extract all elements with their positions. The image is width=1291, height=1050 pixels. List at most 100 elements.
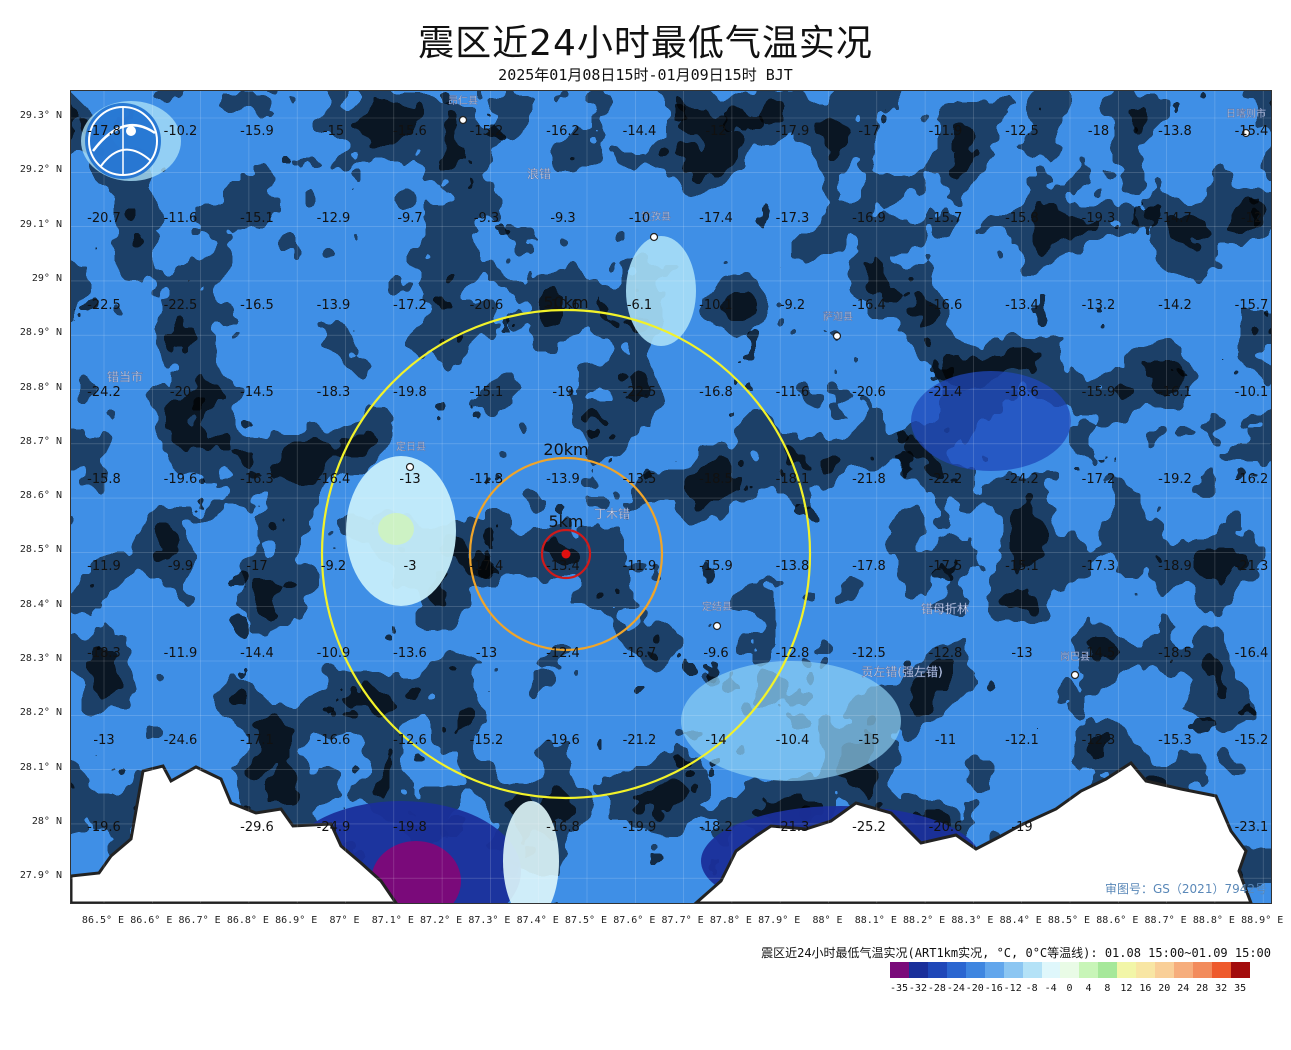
ring-5km bbox=[540, 528, 592, 580]
temp-value: -11.9 bbox=[623, 559, 657, 574]
place-gongzuocuo: 贡左错(强左错) bbox=[861, 664, 942, 679]
temp-value: -11.6 bbox=[776, 385, 810, 400]
temp-value: -17.2 bbox=[393, 298, 427, 313]
warm-spot-2 bbox=[626, 236, 696, 346]
legend-swatch bbox=[1041, 962, 1061, 978]
temp-value: -16.2 bbox=[546, 124, 580, 139]
temp-value: -15.1 bbox=[240, 211, 274, 226]
temp-value: -19.6 bbox=[164, 472, 198, 487]
temp-value: -17 bbox=[246, 559, 267, 574]
temp-value: -12.4 bbox=[546, 646, 580, 661]
temp-value: -16.8 bbox=[699, 385, 733, 400]
map-title: 震区近24小时最低气温实况 bbox=[418, 23, 873, 64]
temp-value: -14.2 bbox=[1158, 298, 1192, 313]
legend-swatch bbox=[1211, 962, 1231, 978]
legend-swatch bbox=[890, 962, 909, 978]
temp-value: -12.8 bbox=[929, 646, 963, 661]
temp-value: -17.2 bbox=[1082, 472, 1116, 487]
legend-tick-label: -12 bbox=[1003, 983, 1022, 994]
marker-sajia bbox=[832, 331, 842, 341]
lat-label: 28.4° N bbox=[19, 598, 62, 610]
lat-label: 29.2° N bbox=[19, 164, 62, 176]
lon-label: 87.5° E bbox=[564, 915, 608, 926]
ring-20km bbox=[468, 456, 664, 652]
legend-tick-label: -24 bbox=[946, 983, 965, 994]
temp-value: -21.2 bbox=[623, 733, 657, 748]
temp-value: -15.2 bbox=[470, 124, 504, 139]
approval-number: 审图号：GS（2021）7942号 bbox=[1105, 881, 1267, 896]
temp-value: -22.5 bbox=[164, 298, 198, 313]
epicenter-marker bbox=[561, 549, 571, 559]
temp-value: -16.4 bbox=[1235, 646, 1269, 661]
temp-value: -10 bbox=[629, 211, 650, 226]
temp-value: -9.9 bbox=[168, 559, 193, 574]
lon-label: 88.2° E bbox=[903, 915, 946, 926]
lat-label: 28.6° N bbox=[19, 490, 62, 502]
temp-value: -17.3 bbox=[776, 211, 810, 226]
temp-value: -22.5 bbox=[87, 298, 121, 313]
ring-label-50km: 50km bbox=[543, 293, 588, 312]
temp-value: -14 bbox=[705, 733, 726, 748]
warm-core bbox=[378, 513, 414, 545]
temp-value: -16.5 bbox=[240, 298, 274, 313]
lon-label: 87.4° E bbox=[516, 915, 559, 926]
place-langcuo: 浪错 bbox=[527, 166, 551, 181]
temp-value: -20.6 bbox=[470, 298, 504, 313]
temp-value: -16.4 bbox=[852, 298, 886, 313]
temp-value: -17.8 bbox=[87, 124, 121, 139]
legend-tick-label: 0 bbox=[1066, 983, 1073, 994]
place-sajia: 萨迦县 bbox=[823, 311, 853, 323]
legend-tick-label: -8 bbox=[1025, 983, 1038, 994]
lat-label: 28° N bbox=[31, 815, 62, 827]
lat-label: 28.7° N bbox=[19, 435, 62, 447]
legend-tick-label: 20 bbox=[1158, 983, 1171, 994]
temp-value: -20.6 bbox=[852, 385, 886, 400]
temp-value: -11.3 bbox=[470, 472, 504, 487]
temp-value: -11.6 bbox=[164, 211, 198, 226]
temp-value: -24.9 bbox=[317, 820, 351, 835]
legend-title: 震区近24小时最低气温实况(ART1km实况, °C, 0°C等温线): 01.… bbox=[761, 946, 1271, 960]
temp-value: -13.5 bbox=[623, 472, 657, 487]
marker-dingri bbox=[405, 462, 415, 472]
temp-value: -24.2 bbox=[1005, 472, 1039, 487]
legend-tick-label: -32 bbox=[908, 983, 927, 994]
cold-spot bbox=[911, 371, 1071, 471]
color-legend bbox=[890, 962, 1250, 978]
lon-label: 87.3° E bbox=[468, 915, 511, 926]
temp-value: -19.2 bbox=[1158, 472, 1192, 487]
temp-value: -16.7 bbox=[623, 646, 657, 661]
lon-label: 88.4° E bbox=[999, 915, 1042, 926]
ring-50km bbox=[320, 308, 812, 800]
temp-value: -21.3 bbox=[776, 820, 810, 835]
temp-value: -15.8 bbox=[1005, 211, 1039, 226]
temp-value: -15.1 bbox=[1005, 559, 1039, 574]
temp-value: -17.1 bbox=[240, 733, 274, 748]
legend-tick-label: 28 bbox=[1196, 983, 1209, 994]
marker-angren bbox=[458, 115, 468, 125]
temp-value: -18.3 bbox=[317, 385, 351, 400]
temp-value: -15.7 bbox=[1235, 298, 1269, 313]
lon-label: 87.7° E bbox=[661, 915, 704, 926]
place-cuomuzhelin: 错母折林 bbox=[921, 601, 969, 616]
temp-value: -17.9 bbox=[776, 124, 810, 139]
temp-value: -16.8 bbox=[546, 820, 580, 835]
temp-value: -11.9 bbox=[87, 559, 121, 574]
temp-value: -14.4 bbox=[240, 646, 274, 661]
legend-tick-label: -28 bbox=[927, 983, 946, 994]
place-angren: 昂仁县 bbox=[448, 95, 478, 107]
temp-value: -19.3 bbox=[1082, 211, 1116, 226]
legend-swatch bbox=[1098, 962, 1118, 978]
temp-value: -18.6 bbox=[1005, 385, 1039, 400]
legend-swatch bbox=[1193, 962, 1212, 978]
temperature-values: -17.8 -10.2 -15.9 -15 -15.6 -15.2 -16.2 -14.4 -1… bbox=[87, 124, 1268, 835]
temp-value: -16.4 bbox=[317, 472, 351, 487]
legend-swatch bbox=[946, 962, 966, 978]
legend-swatch bbox=[984, 962, 1004, 978]
temp-value: -16.1 bbox=[1158, 385, 1192, 400]
lon-label: 88.9° E bbox=[1241, 915, 1284, 926]
temp-value: -13.9 bbox=[546, 472, 580, 487]
place-dingri: 定日县 bbox=[396, 440, 426, 453]
temp-value: -19.8 bbox=[393, 820, 427, 835]
lon-label: 87.6° E bbox=[613, 915, 656, 926]
temp-value: -13.4 bbox=[1005, 298, 1039, 313]
